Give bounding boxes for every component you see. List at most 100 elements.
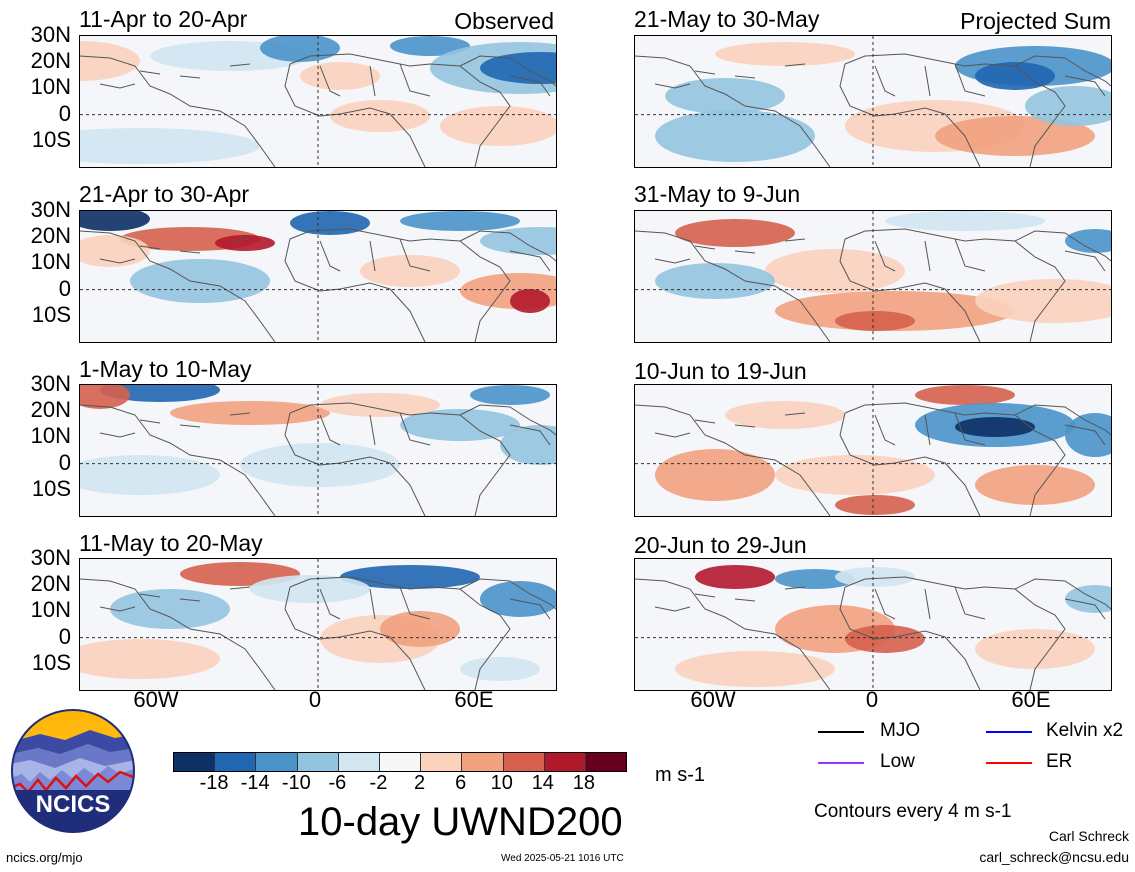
lat-label: 10N	[30, 249, 71, 275]
lat-label: 30N	[30, 545, 71, 570]
map-panel-right-3	[634, 384, 1112, 517]
coastline	[99, 83, 136, 89]
coastline	[635, 230, 831, 342]
wind-anomaly-region	[1025, 86, 1111, 126]
uwnd-field	[80, 385, 556, 516]
wind-anomaly-region	[655, 449, 775, 501]
colorbar-tick-label: 2	[413, 772, 426, 794]
coastline	[139, 586, 251, 602]
coastline	[80, 230, 276, 342]
wind-anomaly-region	[835, 311, 915, 331]
lat-label: 10S	[31, 301, 71, 327]
map-panel-left-3	[79, 384, 557, 517]
legend-er-label: ER	[1046, 751, 1073, 772]
wind-anomaly-region	[440, 106, 556, 146]
coastline	[139, 238, 251, 254]
colorbar-swatch	[544, 753, 586, 771]
lat-label: 30N	[30, 197, 71, 222]
legend-mjo-line	[818, 731, 864, 733]
lat-label: 20N	[30, 571, 71, 597]
coastline	[319, 586, 431, 620]
coastline	[839, 63, 981, 167]
coastline	[459, 230, 556, 262]
coastline	[654, 606, 691, 612]
coastline	[694, 238, 806, 254]
coastline	[1064, 75, 1106, 97]
lat-label: 20N	[30, 397, 71, 423]
map-panel-right-2	[634, 210, 1112, 343]
coastline	[874, 412, 986, 446]
panel-title-right-1: 21-May to 30-May	[634, 6, 820, 32]
colorbar-swatch	[503, 753, 545, 771]
wind-anomaly-region	[775, 455, 935, 495]
coastline	[1014, 404, 1111, 436]
wind-anomaly-region	[915, 385, 1015, 405]
coastline	[139, 412, 251, 428]
coastline	[654, 83, 691, 89]
wind-anomaly-region	[665, 78, 785, 114]
ncics-logo-text: NCICS	[36, 791, 111, 818]
lat-label: 10S	[31, 649, 71, 675]
wind-anomaly-region	[675, 651, 835, 687]
lat-label: 30N	[30, 22, 71, 47]
coastline	[874, 63, 986, 97]
wind-anomaly-region	[360, 255, 460, 287]
site-url: ncics.org/mjo	[6, 850, 83, 865]
wind-anomaly-region	[400, 211, 520, 231]
wind-anomaly-region	[975, 62, 1055, 90]
wind-anomaly-region	[975, 629, 1095, 669]
coastline	[635, 404, 831, 516]
author-email: carl_schreck@ncsu.edu	[979, 849, 1129, 865]
coastline	[319, 412, 431, 446]
wind-anomaly-region	[250, 575, 370, 603]
lat-label: 10S	[31, 126, 71, 152]
coastline	[839, 238, 981, 342]
colorbar-swatch	[585, 753, 627, 771]
lat-label: 20N	[30, 223, 71, 249]
coastline	[319, 63, 431, 97]
coastline	[654, 258, 691, 264]
coastline	[459, 578, 556, 610]
wind-anomaly-region	[885, 211, 1045, 231]
wind-anomaly-region	[340, 565, 480, 589]
coastline	[1064, 250, 1106, 272]
map-panel-left-2	[79, 210, 557, 343]
coastline	[1014, 230, 1111, 262]
wind-anomaly-region	[100, 385, 220, 402]
coastline	[99, 606, 136, 612]
wind-anomaly-region	[715, 42, 855, 66]
wind-anomaly-region	[80, 639, 220, 679]
observed-label: Observed	[454, 8, 554, 34]
wind-anomaly-region	[655, 110, 815, 162]
wind-anomaly-region	[845, 625, 925, 653]
coastline	[80, 55, 276, 167]
lon-label-60e-right: 60E	[1011, 687, 1051, 712]
colorbar-swatch	[379, 753, 422, 771]
legend-mjo-label: MJO	[880, 720, 921, 741]
coastline	[80, 578, 276, 690]
coastline	[874, 586, 986, 620]
colorbar-tick-label: 10	[490, 772, 513, 794]
wind-anomaly-region	[655, 263, 775, 299]
main-title: 10-day UWND200	[298, 800, 623, 844]
colorbar-swatch	[421, 753, 463, 771]
wind-anomaly-region	[775, 569, 855, 589]
lat-label: 0	[58, 449, 71, 475]
wind-anomaly-region	[975, 465, 1095, 505]
wind-anomaly-region	[460, 657, 540, 681]
wind-anomaly-region	[480, 52, 556, 84]
lon-label-60w-left: 60W	[133, 687, 179, 712]
uwnd-field	[80, 36, 556, 167]
panel-title-right-3: 10-Jun to 19-Jun	[634, 358, 807, 384]
coastline	[694, 412, 806, 428]
wind-anomaly-region	[320, 393, 440, 417]
wind-anomaly-region	[935, 116, 1095, 156]
wind-anomaly-region	[80, 385, 130, 409]
colorbar-tick-label: -18	[199, 772, 229, 794]
legend-low-label: Low	[880, 751, 915, 772]
map-panel-right-4	[634, 558, 1112, 691]
wind-anomaly-region	[215, 235, 275, 251]
wind-anomaly-region	[1065, 413, 1111, 457]
lat-label: 0	[58, 100, 71, 126]
lat-label: 10N	[30, 74, 71, 100]
